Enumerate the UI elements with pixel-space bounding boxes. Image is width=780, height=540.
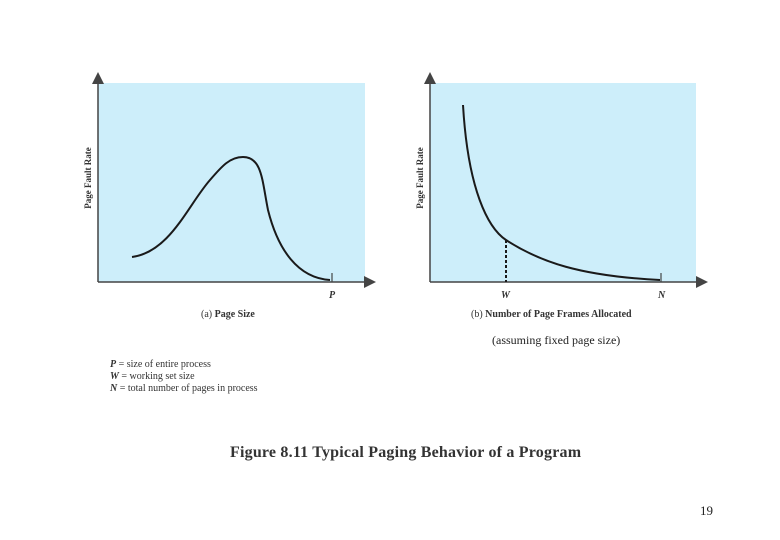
legend: P = size of entire process W = working s… bbox=[110, 359, 258, 395]
panel-b-y-axis-title: Page Fault Rate bbox=[415, 147, 425, 208]
panel-a-p-label: P bbox=[329, 290, 336, 301]
panel-a-caption: (a) Page Size bbox=[201, 309, 255, 320]
legend-item-n: N = total number of pages in process bbox=[110, 383, 258, 394]
figure-title: Figure 8.11 Typical Paging Behavior of a… bbox=[230, 444, 582, 461]
panel-a-curve bbox=[131, 155, 331, 281]
panel-b-w-label: W bbox=[501, 290, 511, 301]
panel-a-plot-area bbox=[98, 83, 365, 282]
panel-b-n-label: N bbox=[657, 290, 666, 301]
assumption-note: (assuming fixed page size) bbox=[492, 333, 621, 347]
legend-item-w: W = working set size bbox=[110, 371, 195, 382]
page-number: 19 bbox=[700, 503, 713, 518]
panel-b: W N Page Fault Rate (b) Number of Page F… bbox=[415, 72, 708, 320]
panel-a-y-axis-title: Page Fault Rate bbox=[83, 147, 93, 208]
panel-b-caption: (b) Number of Page Frames Allocated bbox=[471, 309, 632, 320]
panel-a: P Page Fault Rate (a) Page Size bbox=[83, 72, 376, 320]
legend-item-p: P = size of entire process bbox=[110, 359, 211, 370]
panel-b-plot-area bbox=[430, 83, 696, 282]
